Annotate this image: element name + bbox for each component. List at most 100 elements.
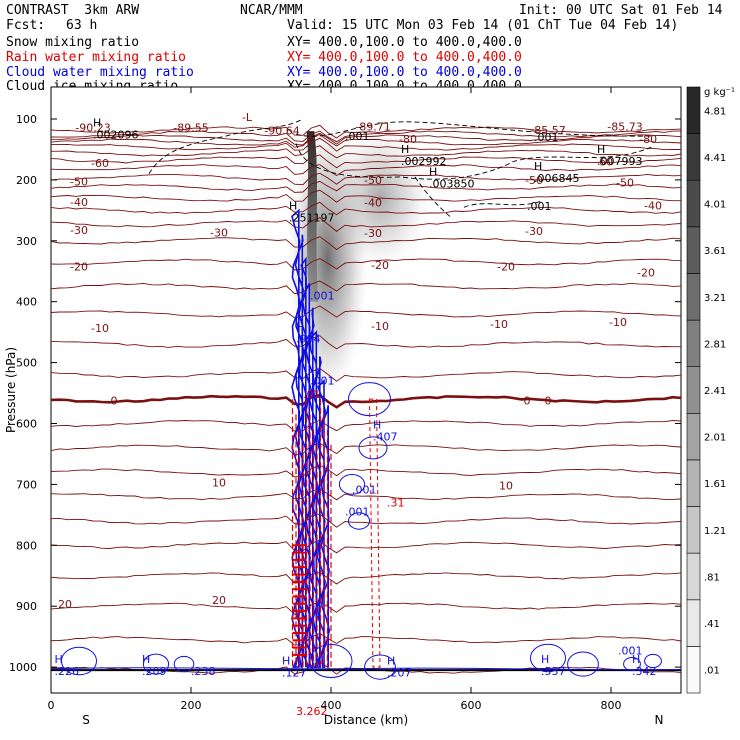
temperature-label: -20	[497, 260, 515, 273]
extremum-marker: H	[142, 653, 150, 666]
rain-water-contour	[368, 398, 381, 668]
temperature-label: -80	[639, 133, 657, 146]
y-tick-label: 200	[16, 174, 37, 187]
temperature-contour	[50, 464, 682, 478]
extremum-value: .342	[632, 665, 657, 678]
temperature-label: -20	[637, 266, 655, 279]
temperature-contour	[50, 442, 682, 456]
x-axis-label: Distance (km)	[324, 713, 408, 727]
extremum-value: .31	[387, 496, 405, 509]
temperature-contour	[50, 393, 682, 409]
x-tick-label: 800	[601, 699, 622, 712]
temperature-contour	[50, 132, 682, 146]
colorbar-box	[686, 319, 701, 368]
legend-cloud-label: Cloud water mixing ratio	[6, 65, 194, 80]
extremum-value: .207	[387, 666, 412, 679]
temperature-label: -60	[595, 156, 613, 169]
colorbar-label: 2.41	[704, 386, 726, 397]
temperature-label: -60	[91, 157, 109, 170]
header-center: NCAR/MMM	[240, 3, 303, 18]
extremum-marker: H	[632, 653, 640, 666]
colorbar-label: 1.21	[704, 526, 726, 537]
temperature-contour	[50, 513, 682, 528]
temperature-label: -40	[364, 196, 382, 209]
y-tick-label: 1000	[9, 661, 37, 674]
temperature-label: -10	[490, 318, 508, 331]
temperature-label: -10	[371, 320, 389, 333]
extremum-value: .209	[142, 665, 167, 678]
temperature-label: 0	[111, 394, 118, 407]
extremum-value: .994	[296, 333, 321, 346]
cloud-water-contour	[142, 653, 170, 675]
cloud-ice-contour	[295, 121, 654, 137]
colorbar-box	[686, 412, 701, 461]
colorbar-label: 3.21	[704, 293, 726, 304]
y-axis-label: Pressure (hPa)	[4, 347, 18, 433]
temperature-label: -80	[399, 133, 417, 146]
temperature-contour	[50, 164, 682, 177]
cloud-water-contour	[61, 646, 97, 676]
colorbar-box	[686, 273, 701, 321]
extremum-marker: H	[55, 653, 63, 666]
y-tick-label: 300	[16, 235, 37, 248]
temperature-contour	[50, 419, 682, 432]
x-tick-label: 400	[321, 699, 342, 712]
extremum-value: .001	[345, 130, 370, 143]
temperature-label: -50	[616, 176, 634, 189]
temperature-contour	[50, 280, 682, 295]
temperature-label: -L	[242, 111, 253, 124]
header-init: Init: 00 UTC Sat 01 Feb 14	[519, 3, 723, 18]
temperature-contour	[50, 130, 681, 143]
x-tick-label: 200	[181, 699, 202, 712]
y-tick-label: 900	[16, 600, 37, 613]
extremum-marker: H	[429, 165, 437, 178]
cloud-water-contour	[567, 651, 599, 677]
temperature-label: -30	[70, 224, 88, 237]
x-tick-label: 0	[48, 699, 55, 712]
cloud-water-contour	[173, 655, 195, 673]
colorbar-box	[686, 179, 701, 228]
temperature-contour	[50, 201, 682, 216]
cloud-water-contour	[530, 643, 566, 673]
temperature-contour	[50, 217, 682, 232]
extremum-value: .002992	[401, 155, 447, 168]
temperature-contour	[50, 154, 682, 169]
extremum-marker: H	[387, 654, 395, 667]
colorbar-label: 2.01	[704, 433, 726, 444]
temperature-label: -20	[70, 260, 88, 273]
cloud-water-contour	[348, 512, 370, 530]
colorbar-box	[686, 133, 701, 181]
colorbar-box	[686, 366, 701, 414]
temperature-label: -30	[525, 225, 543, 238]
colorbar-label: .01	[704, 666, 720, 677]
extremum-value: .001	[618, 644, 643, 657]
header-fcst-value: 63 h	[66, 18, 98, 33]
temperature-contour	[50, 133, 682, 148]
extremum-value: .537	[541, 665, 566, 678]
temperature-label: -85.57	[530, 124, 565, 137]
colorbar-box	[686, 646, 701, 694]
extremum-value: .238	[191, 665, 216, 678]
temperature-label: -50	[364, 174, 382, 187]
legend-cloud-xs: XY= 400.0,100.0 to 400.0,400.0	[287, 65, 522, 80]
y-tick-label: 500	[16, 357, 37, 370]
extremum-value: .001	[527, 200, 552, 213]
south-end-label: S	[82, 713, 90, 727]
temperature-contour	[50, 367, 682, 382]
header-valid: Valid: 15 UTC Mon 03 Feb 14 (01 ChT Tue …	[287, 18, 679, 33]
colorbar-label: .41	[704, 619, 720, 630]
extremum-value: 3.262	[296, 705, 328, 718]
temperature-label: -20	[371, 259, 389, 272]
colorbar-label: 1.61	[704, 479, 726, 490]
temperature-label: -10	[91, 322, 109, 335]
extremum-marker: H	[373, 419, 381, 432]
snow-core-shading	[306, 131, 319, 302]
temperature-contour	[50, 539, 682, 554]
temperature-contour	[50, 137, 682, 152]
temperature-label: -40	[70, 196, 88, 209]
temperature-label: -90.23	[75, 122, 110, 135]
colorbar-label: 4.01	[704, 200, 726, 211]
colorbar-label: 3.61	[704, 246, 726, 257]
temperature-label: -90.64	[264, 125, 299, 138]
temperature-contour	[50, 189, 681, 203]
